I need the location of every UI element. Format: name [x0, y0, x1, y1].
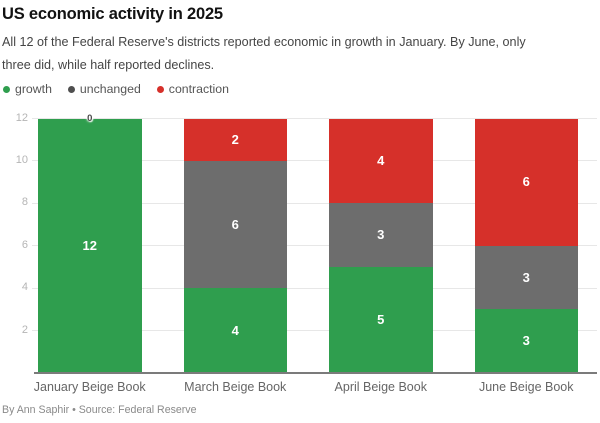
legend-label-growth: growth — [15, 82, 52, 96]
contraction-dot-icon — [156, 85, 164, 93]
chart-title: US economic activity in 2025 — [2, 5, 223, 23]
x-axis-line — [34, 372, 597, 374]
gridline-12 — [32, 118, 597, 119]
y-axis-tick-10: 10 — [15, 153, 28, 166]
bar-segment-unchanged — [474, 245, 578, 310]
subtitle-line-1: All 12 of the Federal Reserve's district… — [2, 35, 526, 49]
byline-source: By Ann Saphir • Source: Federal Reserve — [2, 404, 197, 416]
legend-label-unchanged: unchanged — [79, 82, 141, 96]
bar-segment-contraction — [474, 118, 578, 246]
x-axis-label: June Beige Book — [478, 380, 574, 394]
x-axis-label: April Beige Book — [334, 380, 427, 394]
gridline-10 — [32, 160, 597, 162]
unchanged-dot-icon — [67, 85, 75, 93]
bar-segment-contraction — [183, 118, 287, 161]
bar-value-label: 3 — [377, 227, 385, 243]
legend-label-contraction: contraction — [168, 82, 229, 96]
bar-segment-growth — [329, 266, 433, 373]
y-axis-tick-2: 2 — [21, 323, 28, 336]
growth-dot-icon — [3, 85, 10, 93]
x-axis-label: January Beige Book — [33, 380, 146, 394]
chart-subtitle: All 12 of the Federal Reserve's district… — [2, 31, 526, 77]
legend-item-unchanged: unchanged — [67, 82, 141, 96]
subtitle-line-2: three did, while half reported declines. — [2, 58, 215, 72]
bar-value-label: 3 — [522, 333, 530, 349]
x-axis-label: March Beige Book — [184, 380, 287, 394]
bar-segment-growth — [474, 309, 578, 373]
gridline-8 — [32, 202, 597, 204]
gridline-2 — [32, 330, 597, 332]
bar-value-label: 12 — [82, 237, 97, 253]
bar-segment-contraction — [329, 118, 433, 204]
y-axis-tick-8: 8 — [21, 196, 28, 209]
legend-item-growth: growth — [3, 82, 52, 96]
bar-value-label: 6 — [231, 216, 239, 232]
bar-segment-growth — [38, 118, 142, 373]
bar-segment-unchanged — [329, 203, 433, 267]
bar-value-label: 6 — [522, 174, 530, 190]
y-axis-tick-12: 12 — [15, 111, 28, 124]
y-axis-tick-6: 6 — [21, 238, 28, 251]
bar-segment-unchanged — [183, 160, 287, 289]
gridline-4 — [32, 287, 597, 289]
bar-value-label: 4 — [231, 322, 239, 338]
y-axis-tick-4: 4 — [21, 281, 28, 294]
bar-segment-growth — [183, 288, 287, 373]
bar-value-label: 4 — [377, 152, 385, 168]
bar-value-label: 2 — [231, 131, 239, 147]
zero-value-label: 0 — [87, 112, 93, 124]
bar-value-label: 5 — [377, 311, 385, 327]
bar-value-label: 3 — [522, 269, 530, 285]
legend-item-contraction: contraction — [156, 82, 229, 96]
chart-legend: growth unchanged contraction — [3, 82, 229, 96]
gridline-6 — [32, 245, 597, 247]
